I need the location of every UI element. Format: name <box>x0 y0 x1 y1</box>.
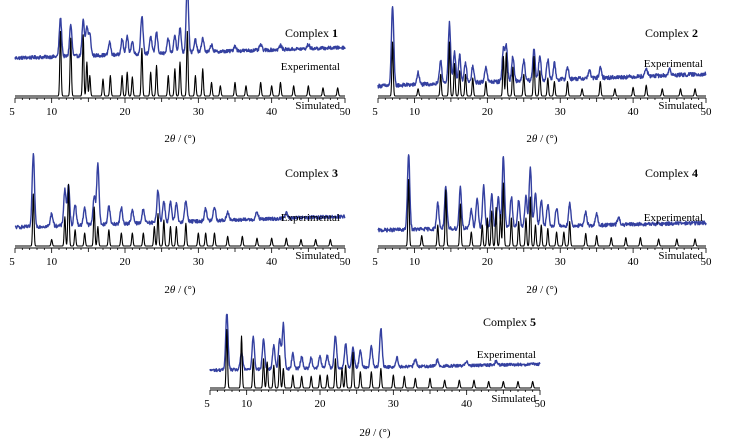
tick-label: 30 <box>193 106 205 118</box>
x-axis-label: 2θ / (°) <box>164 284 196 296</box>
panel-complex-4: 5 10 20 30 40 50 2θ / (°) Complex 4 Experimental… <box>372 154 713 296</box>
tick-label: 20 <box>120 106 132 118</box>
tick-label: 5 <box>9 256 15 268</box>
tick-label: 50 <box>701 256 713 268</box>
tick-label: 50 <box>701 106 713 118</box>
panel-title: Complex 2 <box>645 26 698 40</box>
tick-label: 10 <box>409 106 421 118</box>
tick-label: 5 <box>372 106 378 118</box>
tick-label: 40 <box>628 106 640 118</box>
x-axis-label: 2θ / (°) <box>526 133 558 145</box>
panel-title: Complex 5 <box>483 315 536 329</box>
panel-title: Complex 4 <box>645 166 698 180</box>
x-axis-label: 2θ / (°) <box>359 427 391 439</box>
tick-label: 5 <box>204 398 210 410</box>
tick-label: 10 <box>46 106 58 118</box>
simulated-label: Simulated <box>491 393 536 405</box>
simulated-label: Simulated <box>658 100 703 112</box>
tick-label: 10 <box>46 256 58 268</box>
tick-label: 20 <box>120 256 132 268</box>
x-axis-label: 2θ / (°) <box>526 284 558 296</box>
tick-label: 20 <box>315 398 327 410</box>
panel-title: Complex 3 <box>285 166 338 180</box>
panel-complex-3: 5 10 20 30 40 50 2θ / (°) Complex 3 Experimental… <box>9 152 352 296</box>
experimental-label: Experimental <box>644 58 703 70</box>
simulated-label: Simulated <box>295 100 340 112</box>
experimental-label: Experimental <box>281 61 340 73</box>
panel-complex-5: 5 10 20 30 40 50 2θ / (°) Complex 5 Experimental… <box>204 313 547 439</box>
simulated-label: Simulated <box>658 250 703 262</box>
tick-label: 50 <box>340 106 352 118</box>
tick-label: 30 <box>388 398 400 410</box>
panel-complex-1: 5 10 20 30 40 50 2θ / (°) Complex 1 Experimental… <box>9 0 351 145</box>
tick-label: 30 <box>555 256 567 268</box>
experimental-pattern-line <box>209 313 541 373</box>
tick-label: 40 <box>266 256 278 268</box>
tick-label: 30 <box>555 106 567 118</box>
x-axis-label: 2θ / (°) <box>164 133 196 145</box>
experimental-label: Experimental <box>281 212 340 224</box>
simulated-pattern-line <box>14 30 346 97</box>
experimental-label: Experimental <box>477 349 536 361</box>
tick-label: 5 <box>372 256 378 268</box>
tick-label: 20 <box>482 106 494 118</box>
tick-label: 40 <box>461 398 473 410</box>
experimental-pattern-line <box>14 152 346 230</box>
simulated-pattern-line <box>377 41 707 97</box>
tick-label: 5 <box>9 106 15 118</box>
tick-label: 40 <box>266 106 278 118</box>
simulated-pattern-line <box>209 328 541 389</box>
experimental-pattern-line <box>14 0 346 61</box>
panel-complex-2: 5 10 20 30 40 50 2θ / (°) Complex 2 Experimental… <box>372 6 713 145</box>
tick-label: 30 <box>193 256 205 268</box>
tick-label: 10 <box>241 398 253 410</box>
tick-label: 20 <box>482 256 494 268</box>
simulated-pattern-line <box>14 183 346 247</box>
simulated-label: Simulated <box>295 250 340 262</box>
tick-label: 10 <box>409 256 421 268</box>
tick-label: 40 <box>628 256 640 268</box>
experimental-pattern-line <box>377 154 707 233</box>
experimental-pattern-line <box>377 6 707 89</box>
experimental-label: Experimental <box>644 212 703 224</box>
simulated-pattern-line <box>377 178 707 247</box>
tick-label: 50 <box>340 256 352 268</box>
panel-title: Complex 1 <box>285 26 338 40</box>
tick-label: 50 <box>535 398 547 410</box>
